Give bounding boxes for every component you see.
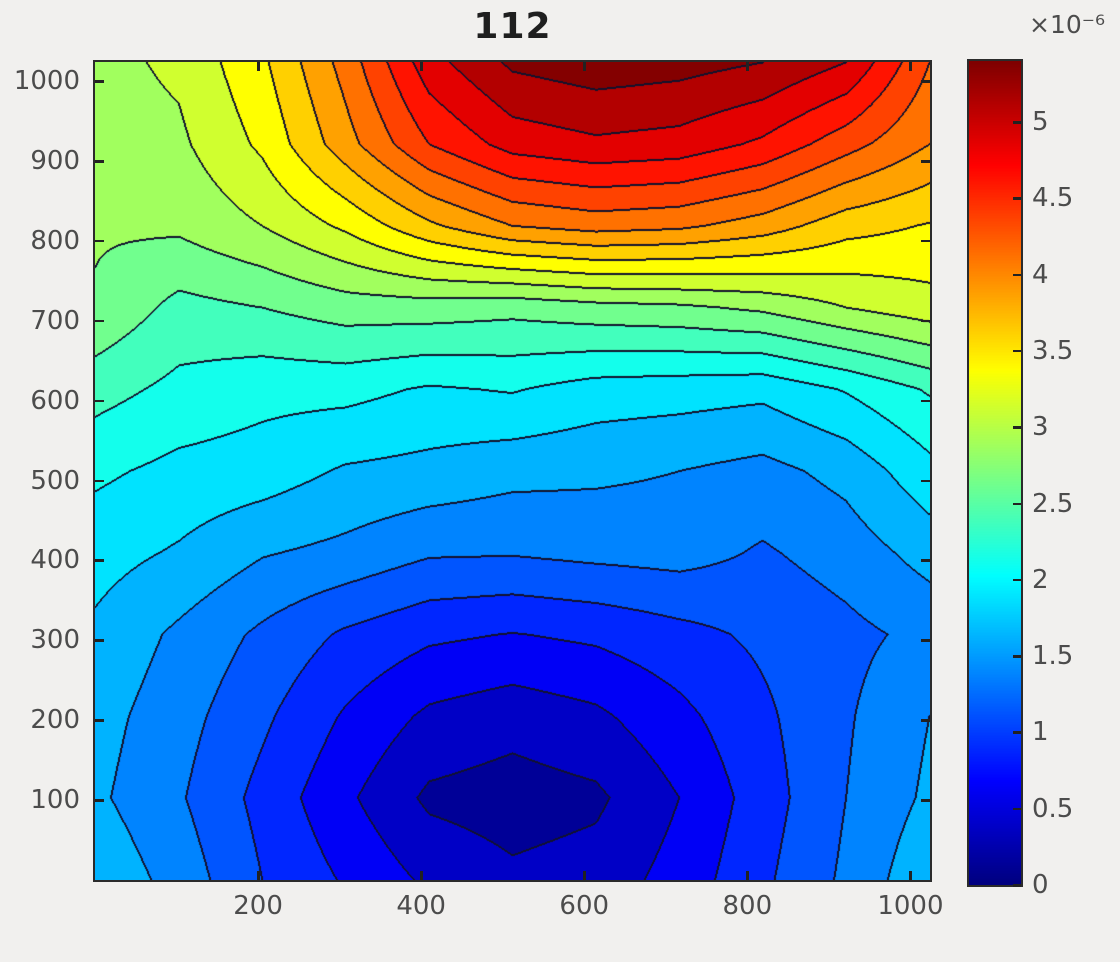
x-tick-label: 1000	[877, 891, 944, 921]
axis-tick-mark	[95, 319, 104, 323]
axis-tick-mark	[583, 871, 586, 880]
colorbar-tick-label: 1.5	[1032, 641, 1074, 672]
colorbar-gradient	[969, 61, 1021, 885]
colorbar-tick-label: 5	[1032, 107, 1049, 138]
axis-tick-mark	[921, 160, 930, 163]
axis-tick-mark	[921, 799, 930, 802]
axis-tick-mark	[95, 80, 104, 83]
axis-tick-mark	[921, 80, 930, 83]
colorbar-tick-mark	[1013, 349, 1021, 353]
y-tick-label: 800	[30, 225, 80, 256]
colorbar-exponent-label: ×10⁻⁶	[1029, 10, 1105, 39]
colorbar-tick-label: 0.5	[1032, 793, 1074, 824]
colorbar-tick-label: 2.5	[1032, 488, 1074, 519]
axis-tick-mark	[95, 479, 104, 483]
x-tick-label: 600	[559, 891, 610, 921]
axis-tick-mark	[921, 559, 930, 562]
axis-tick-mark	[746, 62, 749, 71]
colorbar-tick-mark	[1013, 655, 1021, 658]
y-tick-label: 300	[30, 625, 80, 656]
axis-tick-mark	[921, 319, 930, 323]
axis-tick-mark	[95, 239, 104, 243]
chart-title: 112	[473, 6, 552, 47]
colorbar-tick-label: 4	[1032, 259, 1049, 290]
colorbar-tick-mark	[1013, 731, 1021, 734]
axis-tick-mark	[95, 160, 104, 163]
axis-tick-mark	[921, 719, 930, 722]
y-tick-label: 600	[30, 385, 80, 416]
contour-plot-canvas	[95, 62, 930, 880]
colorbar-tick-mark	[1013, 884, 1021, 887]
axis-tick-mark	[95, 639, 104, 642]
plot-area	[93, 60, 932, 882]
axis-tick-mark	[583, 62, 586, 71]
axis-tick-mark	[921, 639, 930, 642]
colorbar-tick-mark	[1013, 578, 1021, 582]
y-tick-label: 700	[30, 305, 80, 336]
axis-tick-mark	[95, 719, 104, 722]
colorbar-tick-label: 3	[1032, 412, 1049, 443]
axis-tick-mark	[95, 799, 104, 802]
colorbar-tick-mark	[1013, 807, 1021, 811]
colorbar-tick-mark	[1013, 426, 1021, 429]
axis-tick-mark	[257, 871, 260, 880]
colorbar-tick-label: 0	[1032, 870, 1049, 900]
axis-tick-mark	[95, 559, 104, 562]
axis-tick-mark	[95, 399, 104, 403]
axis-tick-mark	[420, 62, 423, 71]
x-tick-label: 400	[396, 891, 446, 921]
axis-tick-mark	[257, 62, 260, 71]
colorbar	[967, 59, 1023, 887]
colorbar-tick-mark	[1013, 197, 1021, 200]
colorbar-tick-label: 3.5	[1032, 335, 1074, 366]
y-tick-label: 400	[30, 545, 80, 576]
colorbar-tick-mark	[1013, 273, 1021, 277]
y-tick-label: 100	[30, 785, 80, 816]
colorbar-tick-mark	[1013, 121, 1021, 124]
axis-tick-mark	[921, 399, 930, 403]
colorbar-tick-mark	[1013, 502, 1021, 506]
axis-tick-mark	[909, 62, 912, 71]
axis-tick-mark	[909, 871, 912, 880]
axis-tick-mark	[921, 479, 930, 483]
axis-tick-mark	[420, 871, 423, 880]
axis-tick-mark	[746, 871, 749, 880]
y-tick-label: 500	[30, 465, 80, 496]
x-tick-label: 200	[233, 891, 283, 921]
colorbar-tick-label: 2	[1032, 564, 1049, 595]
colorbar-tick-label: 4.5	[1032, 183, 1074, 214]
x-tick-label: 800	[722, 891, 773, 921]
axis-tick-mark	[921, 239, 930, 243]
y-tick-label: 900	[30, 146, 80, 177]
colorbar-tick-label: 1	[1032, 717, 1049, 748]
y-tick-label: 1000	[13, 66, 80, 97]
y-tick-label: 200	[30, 705, 80, 736]
